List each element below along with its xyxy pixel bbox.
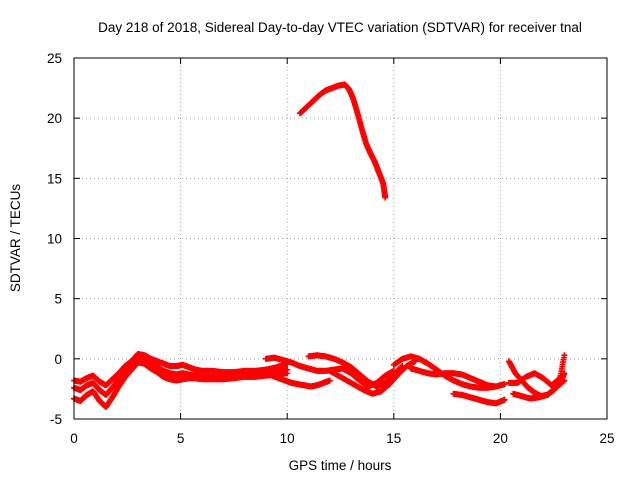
data-point xyxy=(382,194,389,201)
y-tick-label: 20 xyxy=(47,111,62,126)
data-point xyxy=(284,370,291,377)
data-point xyxy=(501,396,508,403)
series-track-e xyxy=(262,354,397,390)
data-point xyxy=(501,381,508,388)
y-tick-label: 10 xyxy=(47,232,62,247)
series-track-g xyxy=(326,358,419,397)
y-tick-label: -5 xyxy=(50,412,62,427)
y-tick-label: 15 xyxy=(47,171,62,186)
data-point xyxy=(326,377,333,384)
chart-title: Day 218 of 2018, Sidereal Day-to-day VTE… xyxy=(98,20,582,35)
series-high-arc xyxy=(296,81,389,201)
x-tick-label: 15 xyxy=(386,431,401,446)
series-track-f xyxy=(305,352,406,390)
axis-ticks: 0 5 10 15 20 25 -5 0 5 10 15 20 25 xyxy=(47,51,615,446)
x-tick-label: 0 xyxy=(70,431,78,446)
series-track-j xyxy=(450,390,508,407)
series-track-i xyxy=(407,365,508,390)
grid-lines xyxy=(74,58,607,419)
y-axis-label: SDTVAR / TECUs xyxy=(8,184,23,293)
series-track-d xyxy=(262,370,333,390)
x-tick-label: 25 xyxy=(599,431,614,446)
series-track-m xyxy=(510,377,568,402)
x-tick-label: 20 xyxy=(493,431,508,446)
x-tick-label: 5 xyxy=(177,431,185,446)
y-tick-label: 0 xyxy=(54,352,62,367)
series-track-l xyxy=(505,352,568,389)
y-tick-label: 25 xyxy=(47,51,62,66)
data-series xyxy=(71,81,568,410)
y-tick-label: 5 xyxy=(54,292,62,307)
data-point xyxy=(561,352,568,359)
x-tick-label: 10 xyxy=(280,431,295,446)
x-axis-label: GPS time / hours xyxy=(289,458,392,473)
data-point xyxy=(561,377,568,384)
plot-frame xyxy=(73,57,608,420)
